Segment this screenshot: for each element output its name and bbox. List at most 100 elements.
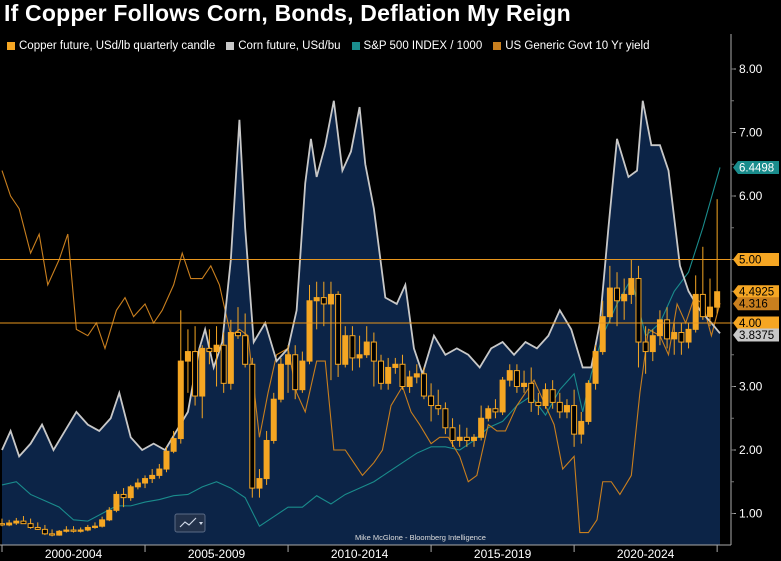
x-tick-label: 2005-2009 (188, 547, 246, 561)
copper-candle-body (170, 438, 177, 452)
copper-candle-body (671, 332, 678, 340)
copper-candle-body (535, 401, 542, 407)
copper-candle (227, 319, 234, 390)
copper-candle (356, 335, 363, 368)
copper-candle (41, 524, 48, 536)
chart-title: If Copper Follows Corn, Bonds, Deflation… (4, 0, 571, 26)
copper-candle-body (206, 347, 213, 353)
copper-candle (91, 522, 98, 529)
last-value-tag: 3.8375 (733, 328, 779, 342)
legend-item-yield[interactable]: US Generic Govt 10 Yr yield (493, 40, 649, 52)
copper-candle-body (306, 300, 313, 362)
copper-candle-body (56, 530, 63, 536)
last-value-tag-label: 5.00 (739, 255, 761, 267)
copper-candle-body (20, 520, 27, 525)
copper-candle-body (234, 332, 241, 337)
copper-candle-body (678, 332, 685, 343)
copper-candle (263, 430, 270, 485)
copper-candle (528, 367, 535, 412)
copper-candle (413, 364, 420, 384)
legend-item-spx[interactable]: S&P 500 INDEX / 1000 (351, 40, 482, 52)
copper-candle-body (642, 341, 649, 353)
copper-candle-body (563, 405, 570, 413)
copper-candle (392, 357, 399, 374)
copper-candle-body (227, 332, 234, 384)
last-value-tag-box (733, 160, 779, 174)
last-value-tag-label: 4.4925 (739, 287, 774, 299)
chart-type-icon[interactable] (174, 513, 206, 533)
copper-candle-body (242, 335, 249, 365)
y-tick-label: 7.00 (739, 126, 763, 140)
copper-candle (578, 411, 585, 444)
last-value-tag-label: 3.8375 (739, 330, 774, 342)
copper-candle (134, 478, 141, 490)
copper-candle-body (685, 328, 692, 343)
last-value-tag: 4.316 (733, 297, 779, 311)
copper-candle (56, 530, 63, 536)
copper-candle (499, 376, 506, 416)
copper-candle (399, 354, 406, 390)
copper-candle (363, 326, 370, 358)
copper-candle-body (192, 351, 199, 397)
legend-swatch-spx (351, 42, 360, 50)
copper-candle-body (0, 523, 5, 526)
copper-candle (678, 323, 685, 355)
copper-candle-body (77, 529, 84, 532)
legend-item-corn[interactable]: Corn future, USd/bu (226, 40, 341, 52)
copper-candle-body (34, 526, 41, 530)
legend-item-copper[interactable]: Copper future, USd/lb quarterly candle (7, 40, 215, 52)
copper-candle-body (378, 360, 385, 384)
copper-candle (378, 354, 385, 390)
copper-candle-body (556, 401, 563, 413)
copper-candle-body (356, 354, 363, 359)
copper-candle-body (299, 360, 306, 391)
copper-candle (220, 332, 227, 393)
copper-candle (385, 357, 392, 390)
copper-candle (285, 345, 292, 393)
copper-candle (34, 522, 41, 531)
copper-candle (170, 430, 177, 454)
copper-candle (563, 399, 570, 419)
credit-text: Mike McGlone - Bloomberg Intelligence (355, 533, 486, 542)
copper-candle-body (342, 335, 349, 365)
copper-candle-body (649, 335, 656, 353)
copper-candle-body (184, 351, 191, 362)
copper-candle (370, 332, 377, 387)
copper-candle-body (220, 344, 227, 384)
copper-candle-body (249, 363, 256, 489)
copper-candle (571, 389, 578, 447)
copper-candle-body (614, 287, 621, 302)
copper-candle-body (335, 293, 342, 365)
copper-candle-body (542, 389, 549, 407)
copper-candle (306, 284, 313, 365)
copper-candle-body (571, 405, 578, 435)
copper-candle-body (134, 482, 141, 488)
copper-candle (435, 389, 442, 416)
copper-candle (313, 281, 320, 330)
copper-candle-body (621, 293, 628, 302)
copper-candle (521, 370, 528, 393)
copper-candle-body (363, 341, 370, 356)
y-tick-label: 8.00 (739, 62, 763, 76)
copper-candle-body (585, 382, 592, 422)
copper-candle (77, 527, 84, 533)
copper-candle-body (549, 389, 556, 403)
y-tick-label: 1.00 (739, 507, 763, 521)
copper-candle-body (449, 427, 456, 441)
copper-candle-body (63, 529, 70, 532)
last-value-tag-box (733, 328, 779, 342)
copper-candle (149, 469, 156, 484)
copper-candle (242, 313, 249, 368)
copper-candle (27, 518, 34, 529)
copper-candle-body (485, 408, 492, 419)
copper-candle-body (113, 493, 120, 511)
last-value-tag-label: 4.00 (739, 318, 761, 330)
x-tick-label: 2000-2004 (45, 547, 103, 561)
copper-candle-body (41, 528, 48, 535)
copper-candle (406, 370, 413, 393)
copper-candle (671, 323, 678, 355)
corn-line (1, 100, 721, 459)
copper-candle (184, 329, 191, 393)
copper-candle-body (456, 436, 463, 441)
copper-candle (270, 392, 277, 444)
